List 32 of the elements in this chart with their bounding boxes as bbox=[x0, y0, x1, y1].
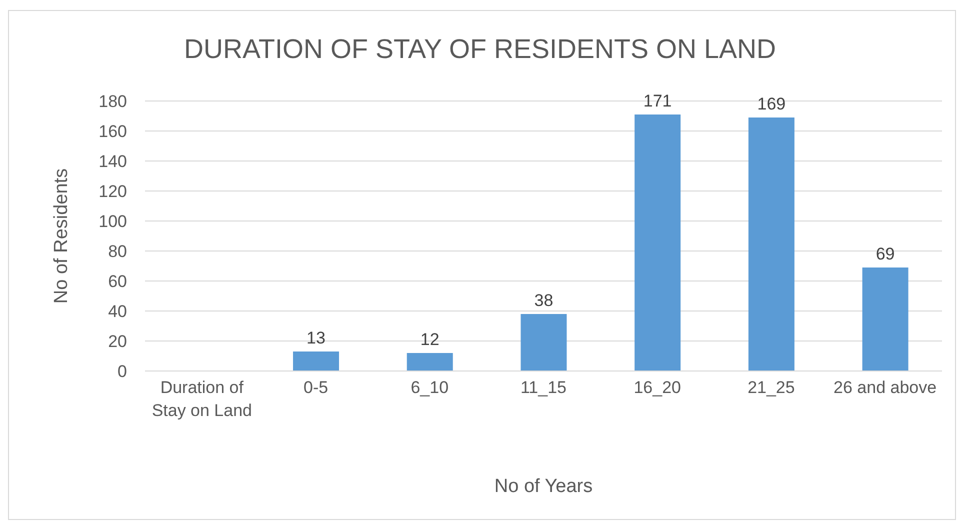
data-label: 69 bbox=[876, 244, 895, 264]
x-tick-label: 11_15 bbox=[520, 378, 567, 397]
y-tick-label: 140 bbox=[98, 152, 127, 172]
x-axis-title: No of Years bbox=[493, 476, 594, 498]
data-label: 38 bbox=[534, 291, 554, 310]
x-tick-label: 21_25 bbox=[748, 378, 795, 397]
data-label: 12 bbox=[420, 330, 440, 349]
data-label: 169 bbox=[757, 94, 786, 114]
x-tick-label: 0-5 bbox=[303, 378, 328, 397]
y-tick-label: 160 bbox=[98, 122, 127, 142]
data-label: 171 bbox=[643, 92, 672, 110]
y-tick-label: 120 bbox=[98, 182, 127, 202]
x-tick-label: Duration of Stay on Land bbox=[152, 378, 252, 420]
x-tick-label: 26 and above bbox=[834, 378, 937, 397]
y-tick-label: 60 bbox=[108, 272, 127, 292]
x-tick-label: 6_10 bbox=[410, 378, 449, 397]
bar bbox=[748, 118, 794, 371]
y-axis-title: No of Residents bbox=[50, 167, 73, 306]
bar bbox=[862, 268, 908, 371]
y-tick-label: 180 bbox=[98, 92, 127, 112]
y-tick-label: 40 bbox=[108, 302, 127, 322]
bar bbox=[634, 114, 681, 371]
x-tick-label: 16_20 bbox=[634, 378, 681, 397]
y-tick-label: 100 bbox=[98, 212, 127, 232]
bar bbox=[406, 353, 453, 371]
y-tick-label: 0 bbox=[118, 362, 127, 382]
chart-title: DURATION OF STAY OF RESIDENTS ON LAND bbox=[182, 34, 778, 65]
y-tick-label: 80 bbox=[108, 242, 127, 262]
bar bbox=[293, 352, 340, 371]
y-tick-label: 20 bbox=[108, 332, 127, 352]
data-label: 13 bbox=[306, 328, 326, 348]
bar bbox=[520, 314, 567, 371]
